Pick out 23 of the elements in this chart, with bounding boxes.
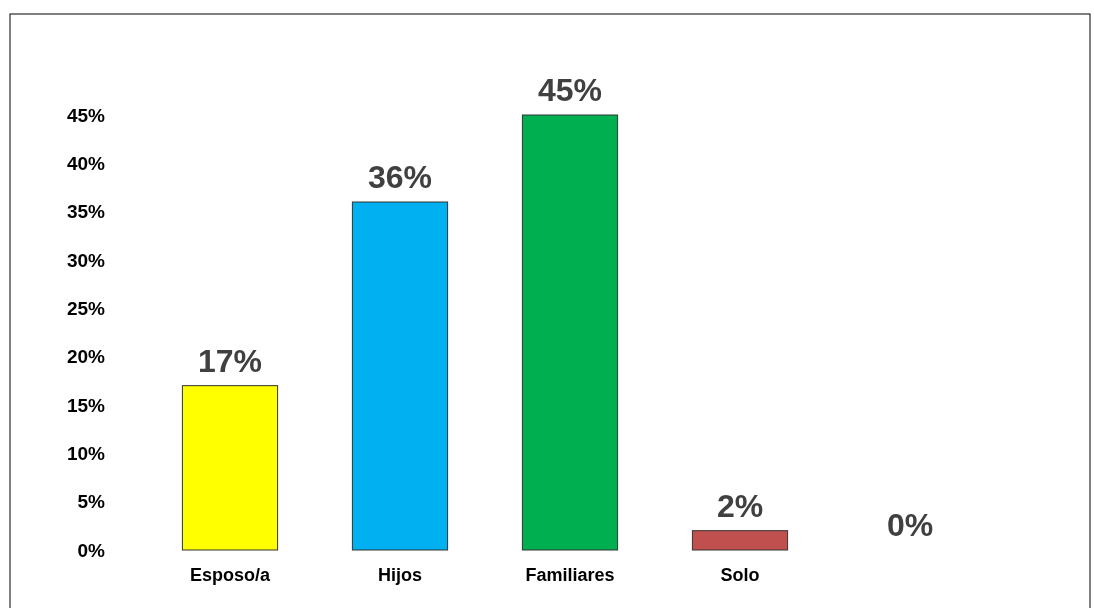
y-tick-label: 35% [66, 201, 106, 223]
y-tick-label: 20% [66, 346, 106, 368]
data-label: 0% [886, 507, 934, 543]
x-tick-label: Solo [720, 564, 760, 585]
x-tick-label: Hijos [377, 564, 423, 585]
bar [691, 530, 789, 551]
x-tick-label: Esposo/a [189, 564, 271, 585]
data-label: 17% [197, 342, 263, 379]
y-tick-label: 25% [66, 297, 106, 319]
y-tick-label: 0% [77, 539, 106, 561]
data-label: 2% [716, 487, 764, 524]
y-tick-label: 5% [77, 491, 106, 513]
x-tick-label: Familiares [525, 564, 615, 585]
y-tick-label: 30% [66, 249, 106, 271]
bar [521, 114, 619, 551]
data-label: 36% [367, 159, 433, 195]
data-label: 45% [537, 72, 603, 108]
y-tick-label: 15% [66, 394, 106, 416]
bar [181, 385, 279, 551]
y-tick-label: 10% [66, 442, 106, 464]
y-tick-label: 45% [66, 104, 106, 126]
bar [351, 201, 449, 551]
y-tick-label: 40% [66, 152, 106, 174]
